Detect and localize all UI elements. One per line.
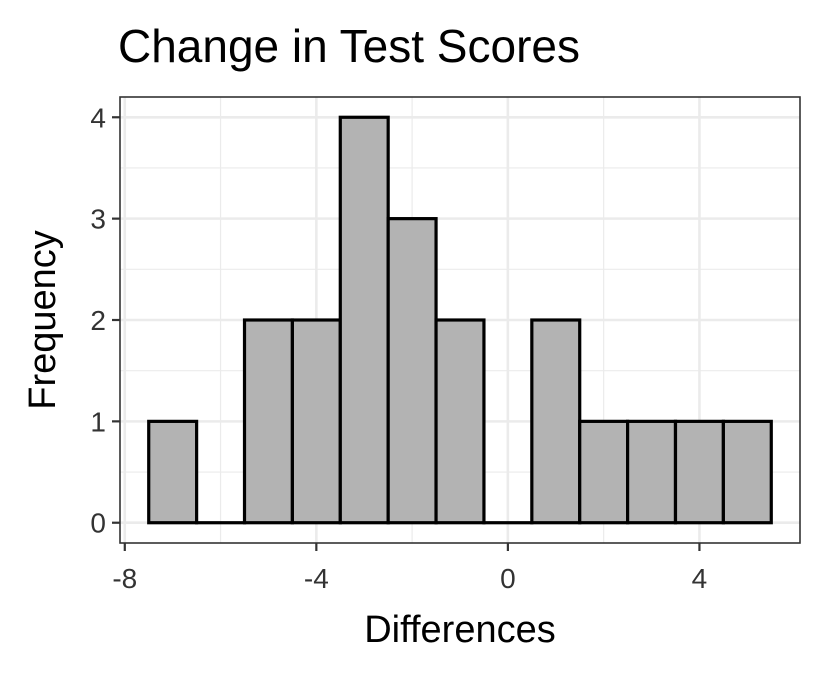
histogram-bar bbox=[580, 421, 628, 522]
x-tick-label: -8 bbox=[112, 563, 137, 594]
histogram-bar bbox=[532, 320, 580, 523]
histogram-bar bbox=[340, 117, 388, 522]
histogram-bar bbox=[723, 421, 771, 522]
histogram-bar bbox=[675, 421, 723, 522]
histogram-bar bbox=[245, 320, 293, 523]
histogram-bar bbox=[292, 320, 340, 523]
x-tick-label: -4 bbox=[304, 563, 329, 594]
histogram-bar bbox=[149, 421, 197, 522]
y-tick-label: 1 bbox=[90, 406, 106, 437]
y-tick-label: 0 bbox=[90, 508, 106, 539]
x-tick-label: 0 bbox=[500, 563, 516, 594]
x-axis-title: Differences bbox=[364, 609, 556, 651]
y-tick-label: 3 bbox=[90, 204, 106, 235]
histogram-bar bbox=[388, 219, 436, 523]
plot-area: 0 1 2 3 4 -8 -4 0 4 bbox=[90, 97, 800, 594]
y-axis-title: Frequency bbox=[22, 230, 64, 410]
histogram-bar bbox=[628, 421, 676, 522]
y-tick-label: 2 bbox=[90, 305, 106, 336]
histogram-bar bbox=[436, 320, 484, 523]
chart-title: Change in Test Scores bbox=[118, 20, 580, 72]
x-tick-label: 4 bbox=[692, 563, 708, 594]
y-tick-label: 4 bbox=[90, 102, 106, 133]
